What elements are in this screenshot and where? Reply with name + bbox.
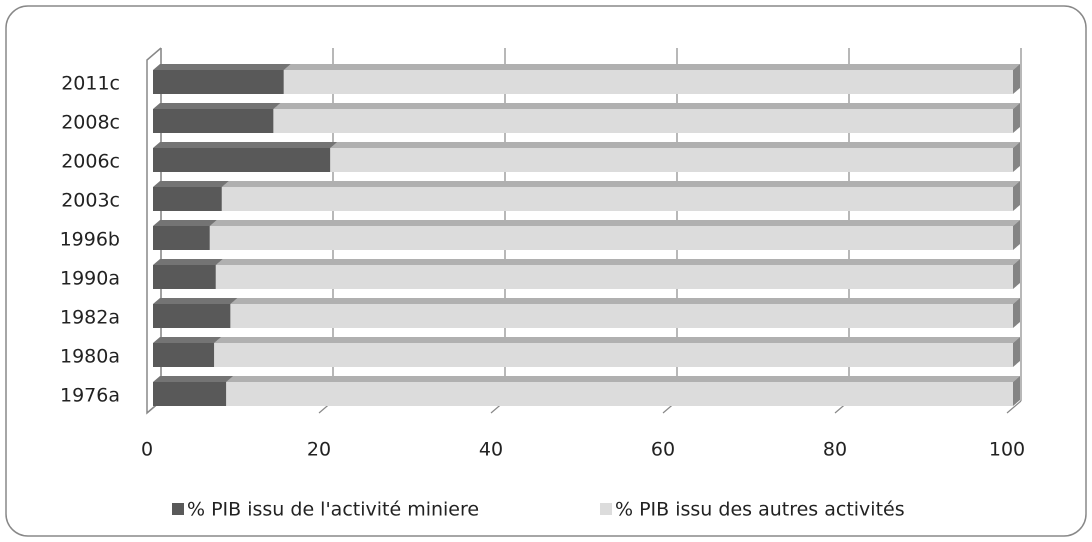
x-tick-label: 20 bbox=[307, 439, 331, 461]
bar-top bbox=[153, 337, 222, 343]
bar bbox=[221, 187, 1014, 211]
bar-end bbox=[1013, 376, 1020, 406]
legend-label: % PIB issu de l'activité miniere bbox=[187, 499, 479, 521]
bar-top bbox=[209, 220, 1020, 226]
bar bbox=[330, 148, 1013, 172]
x-tick-label: 60 bbox=[651, 439, 675, 461]
bar bbox=[215, 265, 1013, 289]
bar-end bbox=[1013, 103, 1020, 133]
bar bbox=[230, 304, 1013, 328]
y-tick-label: 2006c bbox=[61, 151, 120, 173]
x-tick-label: 100 bbox=[989, 439, 1025, 461]
bar bbox=[153, 109, 274, 133]
bar-end bbox=[1013, 64, 1020, 94]
bar bbox=[153, 382, 227, 406]
bar-end bbox=[1013, 220, 1020, 250]
y-tick-label: 1976a bbox=[60, 385, 120, 407]
bar-top bbox=[330, 142, 1020, 148]
bar bbox=[153, 226, 210, 250]
bar bbox=[226, 382, 1014, 406]
bar bbox=[214, 343, 1013, 367]
y-tick-label: 1990a bbox=[60, 268, 120, 290]
bar-top bbox=[153, 103, 281, 109]
bar-top bbox=[153, 259, 223, 265]
bar-top bbox=[214, 337, 1020, 343]
bar-top bbox=[283, 64, 1021, 70]
bar-top bbox=[153, 220, 217, 226]
bar bbox=[153, 187, 222, 211]
x-tick-label: 0 bbox=[141, 439, 153, 461]
y-tick-label: 1982a bbox=[60, 307, 120, 329]
y-tick-label: 1996b bbox=[60, 229, 120, 251]
y-tick-label: 2003c bbox=[61, 190, 120, 212]
floor-grid-line bbox=[1006, 400, 1022, 414]
x-tick-label: 40 bbox=[479, 439, 503, 461]
bar bbox=[153, 148, 331, 172]
bar-top bbox=[230, 298, 1020, 304]
y-tick-label: 2011c bbox=[61, 73, 120, 95]
bar-top bbox=[226, 376, 1021, 382]
y-tick-label: 1980a bbox=[60, 346, 120, 368]
bar-top bbox=[153, 181, 229, 187]
bar bbox=[273, 109, 1013, 133]
bar bbox=[153, 265, 216, 289]
bar-end bbox=[1013, 298, 1020, 328]
y-tick-label: 2008c bbox=[61, 112, 120, 134]
bar-top bbox=[221, 181, 1021, 187]
bar-top bbox=[215, 259, 1020, 265]
bar-end bbox=[1013, 337, 1020, 367]
legend-swatch bbox=[600, 503, 612, 515]
legend-swatch bbox=[172, 503, 184, 515]
bar bbox=[153, 343, 215, 367]
bar-top bbox=[153, 142, 338, 148]
legend-label: % PIB issu des autres activités bbox=[615, 499, 905, 521]
bar-top bbox=[273, 103, 1020, 109]
bar-end bbox=[1013, 181, 1020, 211]
bar-top bbox=[153, 64, 291, 70]
bar-top bbox=[153, 298, 238, 304]
bar bbox=[153, 304, 231, 328]
bar bbox=[283, 70, 1014, 94]
bar-top bbox=[153, 376, 234, 382]
x-tick-label: 80 bbox=[823, 439, 847, 461]
bar-end bbox=[1013, 142, 1020, 172]
bar-end bbox=[1013, 259, 1020, 289]
bar bbox=[153, 70, 284, 94]
bar bbox=[209, 226, 1013, 250]
